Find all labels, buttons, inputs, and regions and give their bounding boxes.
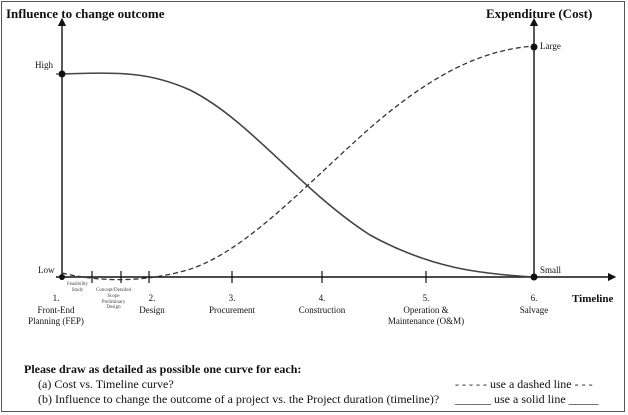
legend-dashed: - - - - - use a dashed line - - - (455, 377, 593, 391)
stage-2-label: 2. Design (135, 293, 169, 316)
stage-6-name: Salvage (519, 304, 549, 315)
small-dot (530, 273, 538, 281)
concept-design-label: Concept/Detailed Scope Preliminary Desig… (96, 288, 131, 311)
stage-2-name: Design (139, 304, 165, 315)
legend-blank-1: ______ (455, 392, 491, 406)
large-label: Large (540, 41, 561, 51)
legend-solid: ______ use a solid line _____ (455, 392, 599, 406)
stage-2-number: 2. (148, 293, 156, 303)
stage-3-label: 3. Procurement (196, 293, 268, 316)
stage-4-number: 4. (318, 293, 326, 303)
high-label: High (35, 60, 53, 70)
cost-curve (61, 45, 535, 281)
instructions-heading: Please draw as detailed as possible one … (24, 362, 302, 376)
small-label: Small (540, 265, 562, 275)
instruction-b: (b) Influence to change the outcome of a… (38, 392, 440, 406)
stage-1-name: Front-End Planning (FEP) (28, 304, 84, 327)
stage-4-label: 4. Construction (286, 293, 358, 316)
stage-3-name: Procurement (209, 304, 255, 315)
left-axis-title: Influence to change outcome (6, 6, 165, 21)
stage-5-name: Operation & Maintenance (O&M) (387, 304, 465, 327)
stage-5-label: 5. Operation & Maintenance (O&M) (376, 293, 476, 328)
stage-6-label: 6. Salvage (504, 293, 564, 316)
legend-blank-2: _____ (568, 392, 599, 406)
right-axis-title: Expenditure (Cost) (486, 6, 593, 21)
low-dot (59, 274, 65, 280)
stage-5-number: 5. (422, 293, 430, 303)
stage-1-number: 1. (52, 293, 60, 303)
stage-1-label: 1. Front-End Planning (FEP) (20, 293, 92, 328)
timeline-label: Timeline (572, 293, 614, 305)
stage-3-number: 3. (228, 293, 236, 303)
stage-6-number: 6. (530, 293, 538, 303)
feasibility-study-label: Feasibility Study (67, 282, 89, 293)
low-label: Low (38, 265, 55, 275)
stage-4-name: Construction (298, 304, 346, 315)
legend-solid-text: use a solid line (494, 392, 566, 406)
large-dot (530, 43, 538, 51)
instruction-a: (a) Cost vs. Timeline curve? (38, 377, 174, 391)
influence-curve (61, 72, 535, 278)
high-dot (58, 70, 66, 78)
